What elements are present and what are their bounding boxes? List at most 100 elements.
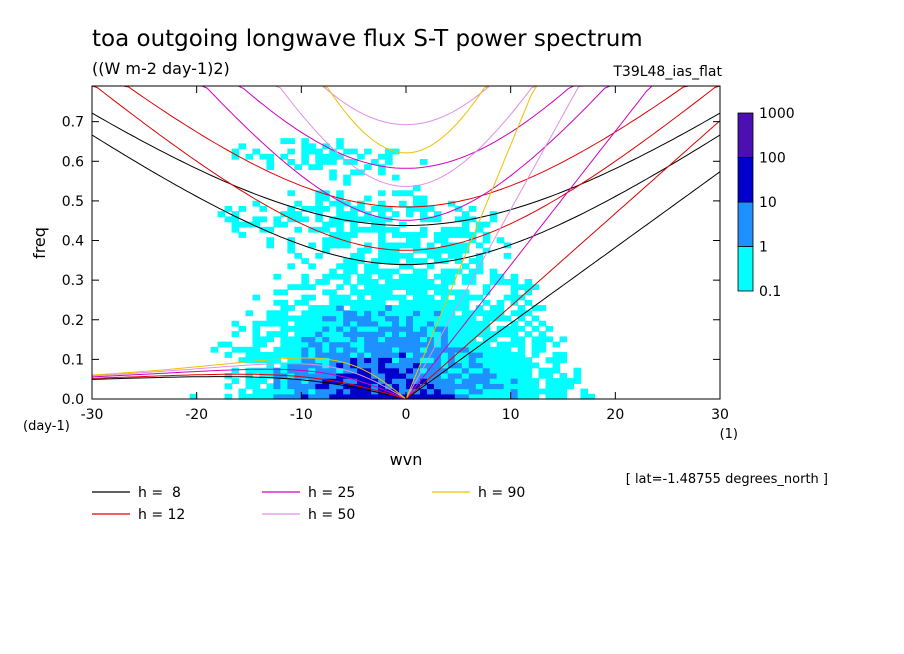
heatmap-cell: [273, 221, 281, 228]
heatmap-cell: [357, 388, 365, 395]
heatmap-cell: [392, 279, 400, 285]
heatmap-cell: [266, 372, 275, 379]
heatmap-cell: [531, 346, 540, 353]
heatmap-cell: [426, 367, 435, 374]
heatmap-cell: [336, 138, 344, 144]
heatmap-cell: [357, 320, 365, 327]
heatmap-cell: [524, 320, 533, 327]
heatmap-cell: [364, 362, 372, 369]
heatmap-cell: [378, 367, 386, 374]
heatmap-cell: [336, 367, 344, 374]
heatmap-cell: [301, 357, 309, 364]
heatmap-cell: [231, 221, 240, 228]
heatmap-cell: [482, 341, 491, 348]
heatmap-cell: [412, 367, 421, 374]
heatmap-cell: [426, 284, 435, 291]
heatmap-cell: [273, 352, 281, 358]
heatmap-cell: [440, 305, 449, 311]
heatmap-cell: [406, 305, 414, 311]
chart-units: ((W m-2 day-1)2): [92, 59, 230, 78]
heatmap-cell: [245, 357, 254, 364]
heatmap-cell: [294, 164, 302, 171]
heatmap-cell: [350, 393, 358, 400]
heatmap-cell: [496, 388, 505, 395]
heatmap-cell: [336, 232, 344, 238]
heatmap-cell: [280, 289, 288, 296]
heatmap-cell: [461, 211, 470, 218]
heatmap-cell: [580, 388, 589, 395]
heatmap-cell: [552, 388, 561, 395]
heatmap-cell: [510, 367, 519, 374]
heatmap-cell: [378, 325, 386, 332]
kelvin-curve: [405, 120, 721, 400]
heatmap-cell: [440, 393, 449, 400]
heatmap-cell: [315, 383, 323, 390]
heatmap-cell: [210, 346, 219, 353]
heatmap-cell: [357, 357, 365, 364]
heatmap-cell: [447, 346, 456, 353]
heatmap-cell: [336, 310, 344, 317]
heatmap-cell: [329, 336, 337, 343]
heatmap-cell: [273, 273, 281, 280]
heatmap-cell: [315, 372, 323, 379]
heatmap-cell: [308, 346, 316, 353]
heatmap-cell: [412, 237, 421, 244]
heatmap-cell: [343, 279, 351, 285]
heatmap-cell: [399, 388, 407, 395]
heatmap-cell: [378, 242, 386, 249]
heatmap-cell: [287, 325, 295, 332]
heatmap-cell: [301, 346, 309, 353]
heatmap-cell: [475, 310, 484, 317]
colorbar-swatch: [737, 112, 754, 158]
heatmap-cell: [392, 268, 400, 275]
heatmap-cell: [287, 205, 295, 212]
heatmap-cell: [482, 299, 491, 306]
heatmap-cell: [287, 315, 295, 322]
heatmap-cell: [482, 393, 491, 400]
heatmap-cell: [412, 258, 421, 264]
heatmap-cell: [517, 362, 526, 369]
heatmap-cell: [468, 294, 477, 301]
heatmap-cell: [399, 341, 407, 348]
heatmap-cell: [503, 294, 512, 301]
heatmap-cell: [517, 352, 526, 358]
heatmap-cell: [329, 268, 337, 275]
heatmap-cell: [322, 352, 330, 358]
heatmap-cell: [280, 211, 288, 218]
y-axis-label: freq: [30, 227, 49, 259]
heatmap-cell: [503, 346, 512, 353]
heatmap-cell: [301, 279, 309, 285]
heatmap-cell: [454, 289, 463, 296]
heatmap-cell: [322, 305, 330, 311]
heatmap-cell: [454, 320, 463, 327]
heatmap-cell: [454, 362, 463, 369]
heatmap-cell: [315, 378, 323, 384]
heatmap-cell: [489, 357, 498, 364]
heatmap-cell: [252, 346, 261, 353]
heatmap-cell: [524, 378, 533, 384]
heatmap-cell: [399, 383, 407, 390]
heatmap-cell: [252, 320, 261, 327]
heatmap-cell: [350, 289, 358, 296]
heatmap-cell: [447, 305, 456, 311]
heatmap-cell: [412, 325, 421, 332]
heatmap-cell: [357, 310, 365, 317]
heatmap-cell: [329, 273, 337, 280]
heatmap-cell: [371, 268, 379, 275]
heatmap-cell: [489, 268, 498, 275]
heatmap-cell: [454, 341, 463, 348]
heatmap-cell: [245, 383, 254, 390]
heatmap-cell: [426, 263, 435, 270]
heatmap-cell: [399, 346, 407, 353]
heatmap-cell: [433, 284, 442, 291]
heatmap-cell: [412, 310, 421, 317]
colorbar-swatch: [737, 246, 754, 292]
heatmap-cell: [385, 352, 393, 358]
heatmap-cell: [559, 352, 568, 358]
x-tick-label: -10: [290, 407, 313, 423]
heatmap-cell: [426, 393, 435, 400]
heatmap-cell: [412, 185, 421, 191]
heatmap-cell: [357, 346, 365, 353]
heatmap-cell: [392, 284, 400, 291]
heatmap-cell: [496, 352, 505, 358]
